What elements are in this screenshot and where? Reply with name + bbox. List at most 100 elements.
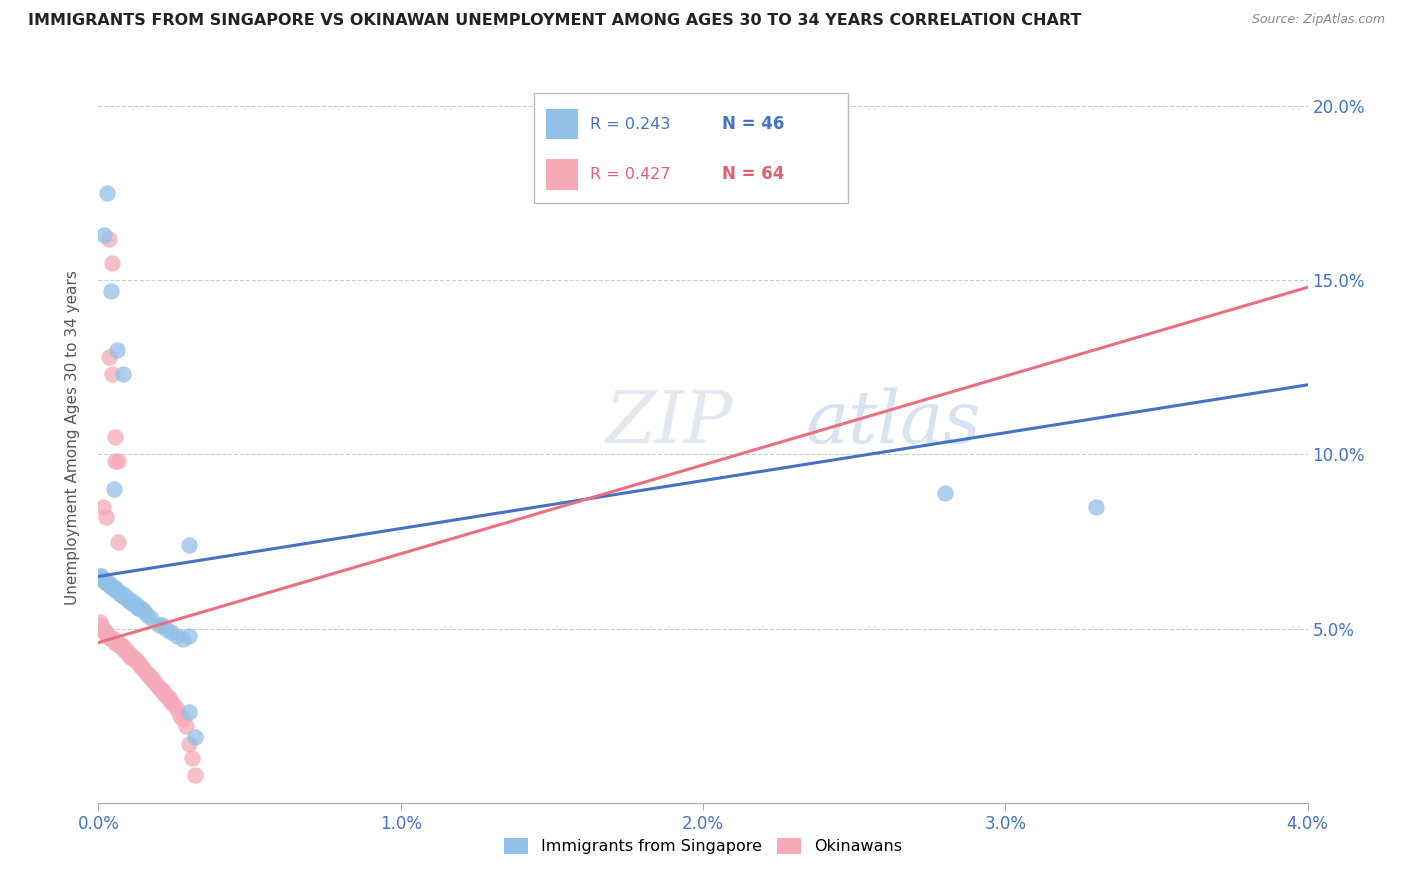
Text: atlas: atlas (806, 387, 981, 458)
Point (120, 594, 142, 608)
Point (132, 604, 155, 618)
Point (98, 629, 121, 643)
Point (103, 580, 125, 594)
Point (93, 228, 115, 243)
Point (934, 485, 956, 500)
Point (105, 583, 128, 598)
Point (181, 750, 204, 764)
Point (118, 646, 141, 660)
Point (127, 657, 149, 671)
Point (174, 719, 197, 733)
Point (169, 708, 191, 723)
Point (148, 681, 170, 695)
Point (100, 580, 122, 594)
Point (184, 730, 207, 744)
Point (107, 635, 129, 649)
Point (94, 625, 117, 640)
Point (100, 632, 122, 646)
Point (160, 695, 183, 709)
Point (166, 702, 188, 716)
Text: ZIP: ZIP (606, 387, 734, 458)
Point (94, 576, 117, 591)
Point (101, 632, 124, 646)
Point (103, 632, 125, 646)
Point (136, 667, 159, 681)
Point (127, 600, 149, 615)
Point (143, 673, 166, 688)
Point (118, 594, 141, 608)
Point (139, 670, 162, 684)
Point (121, 649, 143, 664)
Point (184, 768, 207, 782)
Point (121, 594, 143, 608)
Point (122, 649, 145, 664)
Point (150, 618, 173, 632)
Point (104, 635, 127, 649)
Point (128, 600, 150, 615)
Point (135, 667, 157, 681)
Point (179, 705, 201, 719)
Point (107, 454, 129, 468)
Point (104, 583, 127, 598)
Point (111, 639, 134, 653)
Point (142, 673, 165, 688)
Point (141, 670, 163, 684)
Point (172, 632, 194, 646)
Point (163, 698, 186, 713)
Point (89, 615, 111, 629)
Point (112, 591, 135, 605)
Point (141, 611, 163, 625)
Point (105, 343, 128, 357)
Point (103, 483, 125, 497)
Point (152, 684, 174, 698)
Point (111, 368, 134, 382)
Point (101, 368, 124, 382)
Point (125, 653, 148, 667)
Point (91, 500, 114, 514)
Point (91, 622, 114, 636)
Point (89, 569, 111, 583)
Point (90, 569, 112, 583)
Point (105, 635, 128, 649)
Point (94, 510, 117, 524)
Point (115, 646, 138, 660)
Point (107, 534, 129, 549)
Point (98, 350, 121, 364)
Point (145, 677, 167, 691)
Text: Source: ZipAtlas.com: Source: ZipAtlas.com (1251, 13, 1385, 27)
Point (104, 454, 127, 468)
Point (150, 684, 173, 698)
Point (111, 587, 134, 601)
Point (159, 691, 181, 706)
Point (114, 642, 136, 657)
Point (156, 691, 179, 706)
Point (160, 625, 183, 640)
Point (153, 688, 176, 702)
Point (132, 664, 155, 678)
Point (93, 573, 115, 587)
Point (104, 430, 127, 444)
Point (96, 576, 118, 591)
Point (122, 597, 145, 611)
Point (108, 587, 131, 601)
Legend: Immigrants from Singapore, Okinawans: Immigrants from Singapore, Okinawans (498, 831, 908, 861)
Point (93, 625, 115, 640)
Point (108, 639, 131, 653)
Point (96, 186, 118, 201)
Point (149, 681, 172, 695)
Point (179, 629, 201, 643)
Point (100, 284, 122, 298)
Point (155, 688, 177, 702)
Point (128, 657, 150, 671)
Point (101, 256, 124, 270)
Point (110, 587, 132, 601)
Point (166, 629, 188, 643)
Point (179, 737, 201, 751)
Y-axis label: Unemployment Among Ages 30 to 34 years: Unemployment Among Ages 30 to 34 years (65, 269, 80, 605)
Point (124, 653, 146, 667)
Point (129, 660, 152, 674)
Point (125, 597, 148, 611)
Point (135, 607, 157, 622)
Point (148, 618, 170, 632)
Point (90, 618, 112, 632)
